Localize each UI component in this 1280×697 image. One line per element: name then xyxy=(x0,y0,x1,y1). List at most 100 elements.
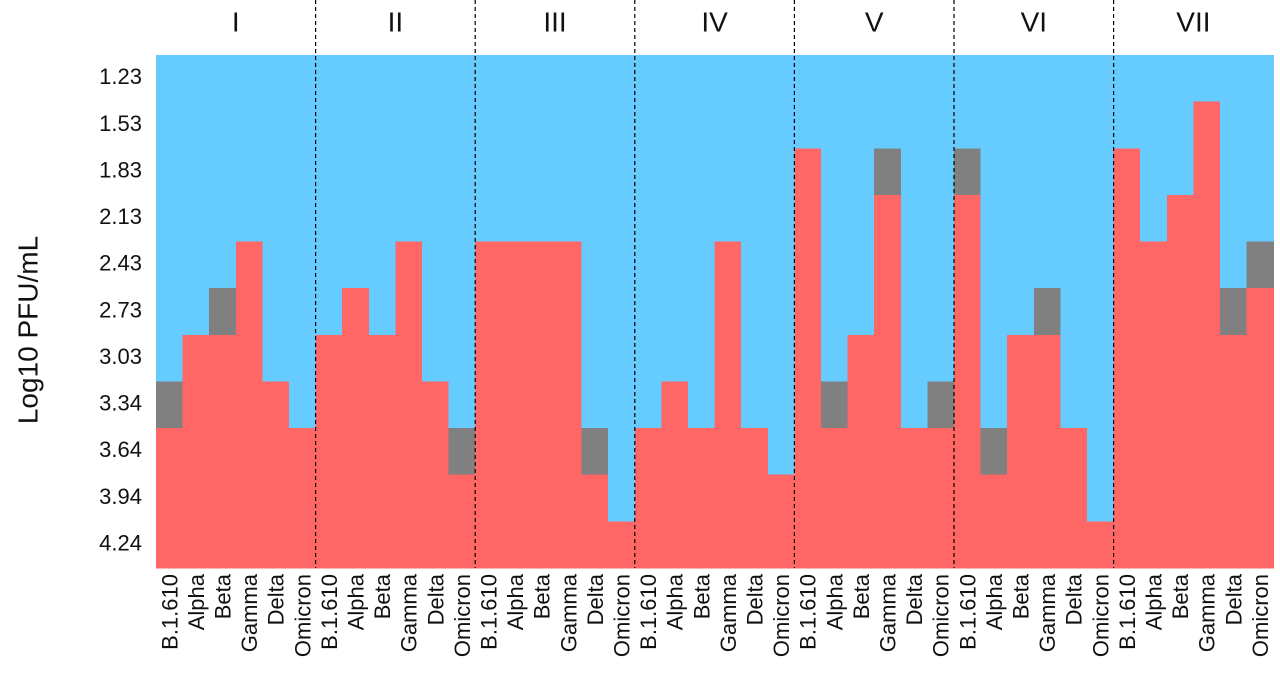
cell-blue xyxy=(821,194,849,243)
cell-red xyxy=(475,334,503,383)
y-tick-label: 2.43 xyxy=(99,251,142,276)
x-tick-label: Beta xyxy=(211,573,236,619)
x-tick-label: Omicron xyxy=(1088,574,1113,657)
y-tick-label: 2.13 xyxy=(99,204,142,229)
cell-blue xyxy=(1193,55,1221,103)
group-labels: I II III IV V VI VII xyxy=(232,6,1211,37)
cell-red xyxy=(235,521,263,569)
cell-blue xyxy=(821,101,849,149)
cell-blue xyxy=(289,148,317,196)
cell-blue xyxy=(581,101,609,149)
cell-blue xyxy=(980,148,1008,196)
cell-red xyxy=(1166,474,1194,522)
cell-blue xyxy=(1060,148,1088,196)
cell-red xyxy=(1007,381,1035,429)
cell-blue xyxy=(1087,288,1115,336)
cell-blue xyxy=(608,194,636,243)
cell-red xyxy=(342,334,370,383)
x-tick-label: Gamma xyxy=(556,573,581,652)
cell-red xyxy=(289,521,317,569)
cell-red xyxy=(1193,194,1221,243)
cell-blue xyxy=(1220,241,1248,289)
cell-red xyxy=(1166,428,1194,476)
cell-red xyxy=(954,241,982,289)
cell-blue xyxy=(767,55,795,103)
cell-red xyxy=(874,194,902,243)
cell-red xyxy=(235,474,263,522)
cell-blue xyxy=(475,55,503,103)
cell-blue xyxy=(927,241,955,289)
x-tick-label: Omicron xyxy=(929,574,954,657)
cell-blue xyxy=(262,101,290,149)
cell-blue xyxy=(156,148,184,196)
cell-red xyxy=(1113,334,1141,383)
cell-blue xyxy=(1166,55,1194,103)
cell-blue xyxy=(395,148,423,196)
cell-blue xyxy=(688,194,716,243)
cell-red xyxy=(235,428,263,476)
cell-red xyxy=(954,474,982,522)
cell-red xyxy=(794,288,822,336)
y-tick-label: 3.94 xyxy=(99,484,142,509)
cell-red xyxy=(262,521,290,569)
cell-gray xyxy=(209,288,237,336)
cell-red xyxy=(847,334,875,383)
cell-red xyxy=(1193,241,1221,289)
group-label: I xyxy=(232,6,240,37)
cell-red xyxy=(1220,474,1248,522)
cell-red xyxy=(528,334,556,383)
cell-gray xyxy=(156,381,184,429)
cell-red xyxy=(1220,334,1248,383)
x-tick-label: Gamma xyxy=(716,573,741,652)
cell-red xyxy=(555,381,583,429)
cell-red xyxy=(714,334,742,383)
cell-blue xyxy=(821,148,849,196)
cell-blue xyxy=(900,288,928,336)
cell-blue xyxy=(634,334,662,383)
cell-red xyxy=(1113,428,1141,476)
cell-blue xyxy=(821,288,849,336)
cell-red xyxy=(182,521,210,569)
cell-red xyxy=(1007,334,1035,383)
cell-blue xyxy=(1060,55,1088,103)
cell-red xyxy=(874,334,902,383)
cell-red xyxy=(1033,521,1061,569)
cell-red xyxy=(235,334,263,383)
x-tick-label: B.1.610 xyxy=(636,574,661,650)
cell-blue xyxy=(448,55,476,103)
cell-red xyxy=(501,428,529,476)
cell-red xyxy=(874,428,902,476)
cell-red xyxy=(847,521,875,569)
x-tick-label: Beta xyxy=(530,573,555,619)
cell-red xyxy=(954,381,982,429)
cell-blue xyxy=(688,288,716,336)
cell-blue xyxy=(581,55,609,103)
cell-blue xyxy=(1087,194,1115,243)
cell-blue xyxy=(262,55,290,103)
cell-blue xyxy=(448,288,476,336)
cell-blue xyxy=(262,148,290,196)
cell-red xyxy=(501,521,529,569)
cell-red xyxy=(714,241,742,289)
cell-blue xyxy=(289,381,317,429)
cell-blue xyxy=(581,194,609,243)
cell-red xyxy=(395,521,423,569)
cell-red xyxy=(1140,428,1168,476)
cell-blue xyxy=(262,288,290,336)
cell-gray xyxy=(1033,288,1061,336)
cell-blue xyxy=(182,101,210,149)
cell-red xyxy=(528,288,556,336)
cell-blue xyxy=(475,148,503,196)
cell-red xyxy=(1246,381,1274,429)
cell-blue xyxy=(900,241,928,289)
cell-blue xyxy=(688,55,716,103)
cell-blue xyxy=(448,381,476,429)
cell-blue xyxy=(262,241,290,289)
cell-red xyxy=(1087,521,1115,569)
cell-blue xyxy=(262,334,290,383)
x-tick-labels: B.1.610 Alpha Beta Gamma Delta Omicron B.1.610… xyxy=(157,573,1273,657)
cell-red xyxy=(1140,241,1168,289)
cell-blue xyxy=(634,194,662,243)
cell-red xyxy=(688,428,716,476)
